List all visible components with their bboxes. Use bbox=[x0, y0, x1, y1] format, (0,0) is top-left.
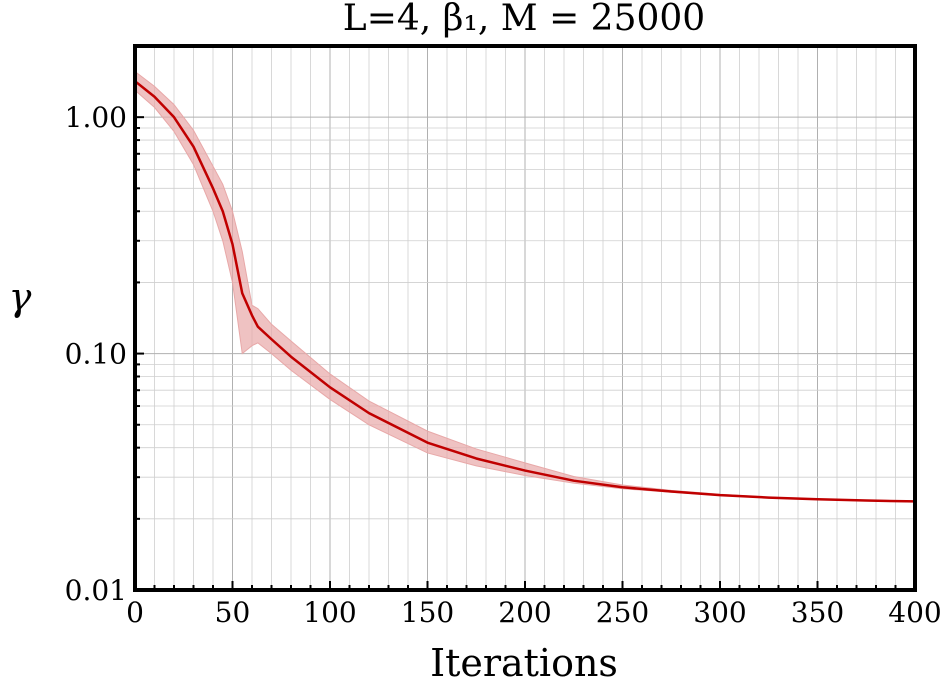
y-axis-label: γ bbox=[9, 275, 32, 319]
plot-frame bbox=[133, 44, 917, 592]
x-tick-label: 250 bbox=[596, 596, 649, 629]
x-tick-label: 300 bbox=[693, 596, 746, 629]
x-tick-label: 400 bbox=[888, 596, 941, 629]
y-tick-label: 0.01 bbox=[65, 574, 127, 607]
series-line-layer bbox=[134, 80, 916, 503]
x-tick-label: 100 bbox=[303, 596, 356, 629]
x-tick-label: 150 bbox=[401, 596, 454, 629]
tick-labels: 0 50 100 150 200 250 300 350 400 0.01 0.10 1.00 bbox=[65, 101, 942, 629]
y-tick-label: 0.10 bbox=[65, 338, 127, 371]
x-axis-label: Iterations bbox=[430, 641, 618, 685]
x-tick-label: 0 bbox=[126, 596, 144, 629]
x-tick-label: 350 bbox=[791, 596, 844, 629]
grid bbox=[135, 46, 915, 590]
x-tick-label: 50 bbox=[215, 596, 251, 629]
series-line bbox=[134, 80, 916, 503]
chart-title: L=4, β₁, M = 25000 bbox=[343, 0, 705, 39]
y-tick-label: 1.00 bbox=[65, 101, 127, 134]
x-tick-label: 200 bbox=[498, 596, 551, 629]
